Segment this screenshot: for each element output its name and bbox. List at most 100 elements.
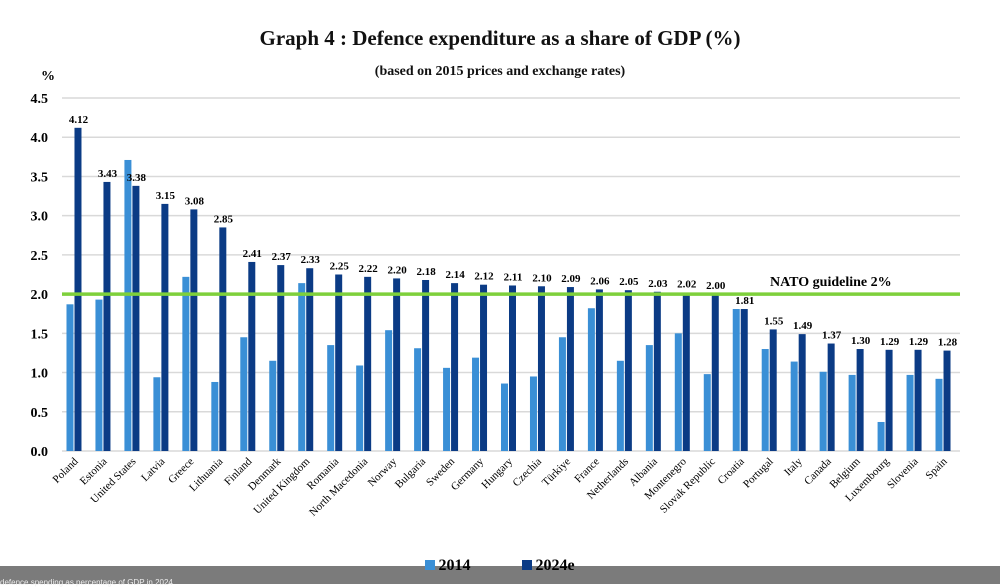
bar-2024e [711, 294, 719, 451]
bar-2024e [364, 276, 372, 451]
data-label: 2.02 [677, 279, 697, 291]
bar-2014 [732, 309, 740, 451]
data-label: 2.18 [416, 266, 436, 278]
bar-2014 [66, 304, 74, 451]
nato-guideline-label: NATO guideline 2% [770, 275, 892, 290]
x-tick-label: Czechia [511, 456, 545, 490]
bar-2024e [537, 286, 545, 451]
bar-2014 [240, 337, 248, 451]
x-tick-label: Germany [449, 455, 487, 493]
data-label: 2.05 [619, 276, 639, 288]
data-label: 2.00 [706, 280, 726, 292]
x-tick-label: Spain [923, 455, 950, 482]
bar-2024e [219, 227, 227, 451]
x-tick-label: Italy [782, 455, 805, 478]
bar-2024e [885, 349, 893, 451]
bar-2024e [798, 334, 806, 451]
bar-2024e [595, 289, 603, 451]
y-tick-label: 0.5 [31, 406, 49, 421]
bar-2024e [451, 283, 459, 451]
data-label: 1.49 [793, 320, 813, 332]
data-label: 2.85 [214, 213, 234, 225]
x-tick-label: Portugal [741, 456, 776, 491]
bar-2014 [443, 367, 451, 451]
bar-2024e [740, 309, 748, 451]
bar-2024e [943, 350, 951, 451]
bar-2014 [211, 381, 219, 451]
data-label: 3.43 [98, 168, 118, 180]
y-tick-label: 0.0 [31, 445, 49, 460]
x-tick-label: Poland [51, 455, 81, 485]
data-label: 2.03 [648, 278, 668, 290]
caption-bar [0, 566, 1000, 584]
data-label: 3.08 [185, 195, 205, 207]
x-tick-label: Latvia [139, 456, 167, 484]
bar-2014 [269, 360, 277, 451]
bar-2024e [393, 278, 401, 451]
bar-2024e [103, 181, 111, 452]
bar-2024e [856, 349, 864, 451]
bar-2024e [335, 274, 343, 451]
bar-2024e [914, 349, 922, 451]
y-tick-label: 4.5 [31, 92, 49, 107]
bar-2014 [95, 299, 103, 451]
data-label: 2.10 [532, 272, 552, 284]
bar-2014 [501, 383, 508, 451]
bar-2014 [848, 374, 856, 451]
bar-2014 [819, 371, 827, 451]
data-label: 2.06 [590, 275, 610, 287]
bar-2014 [674, 333, 682, 451]
legend-swatch [522, 560, 533, 570]
bar-2014 [529, 376, 537, 451]
bar-2014 [645, 345, 653, 451]
bar-2024e [509, 285, 516, 451]
legend-label: 2024e [535, 557, 575, 574]
chart-title: Graph 4 : Defence expenditure as a share… [259, 26, 741, 50]
bar-2024e [653, 291, 661, 451]
bar-2024e [306, 268, 314, 451]
bar-2014 [935, 378, 943, 451]
data-label: 2.20 [388, 264, 408, 276]
legend: 2014 2024e [0, 557, 1000, 575]
bar-2014 [906, 374, 914, 451]
bar-2014 [182, 276, 190, 451]
bar-2014 [877, 421, 885, 451]
bar-2014 [385, 330, 393, 451]
x-tick-label: Slovenia [885, 456, 921, 492]
y-tick-label: 4.0 [31, 131, 49, 146]
data-label: 1.28 [938, 337, 958, 349]
data-label: 3.15 [156, 190, 176, 202]
x-tick-label: Bulgaria [393, 456, 428, 491]
bar-2014 [703, 374, 711, 451]
y-tick-label: 3.5 [31, 170, 49, 185]
data-label: 2.22 [359, 263, 379, 275]
bar-2024e [277, 265, 285, 451]
data-label: 1.29 [909, 336, 929, 348]
data-label: 1.37 [822, 330, 842, 342]
legend-label: 2014 [438, 557, 471, 574]
bar-2024e [422, 279, 430, 451]
data-label: 2.37 [272, 251, 292, 263]
bar-2024e [161, 203, 169, 451]
bar-2014 [790, 361, 798, 451]
bar-2024e [769, 329, 777, 451]
data-label: 2.33 [301, 254, 321, 266]
x-tick-label: Türkiye [540, 456, 573, 489]
bar-2014 [153, 377, 161, 451]
chart-subtitle: (based on 2015 prices and exchange rates… [374, 64, 626, 79]
data-label: 1.30 [851, 335, 871, 347]
y-tick-label: 1.5 [31, 327, 49, 342]
bar-2014 [587, 308, 595, 451]
bar-2014 [124, 159, 132, 451]
bar-2024e [190, 209, 198, 451]
legend-item-2014: 2014 [425, 557, 470, 575]
data-label: 1.81 [735, 295, 754, 307]
bar-2014 [298, 283, 306, 451]
legend-item-2024e: 2024e [522, 557, 575, 575]
y-axis-label: % [41, 69, 55, 84]
bar-2024e [827, 343, 835, 451]
data-label: 1.55 [764, 315, 784, 327]
data-label: 2.11 [504, 271, 523, 283]
data-label: 2.14 [445, 269, 465, 281]
image-caption: defence spending as percentage of GDP in… [0, 578, 173, 587]
